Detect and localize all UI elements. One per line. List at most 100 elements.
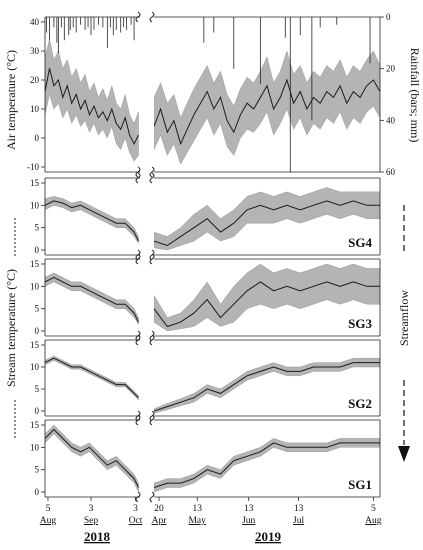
x-tick-day: 5 (46, 504, 51, 514)
rain-tick-label: 60 (386, 167, 396, 177)
x-tick-day: 13 (244, 504, 254, 514)
axis-break (149, 253, 155, 265)
axis-break (149, 172, 155, 184)
x-tick-month: Aug (40, 516, 57, 526)
axis-break (135, 11, 141, 23)
y-tick-label: 5 (35, 465, 40, 475)
x-tick-day: 3 (133, 504, 138, 514)
range-band (45, 196, 139, 244)
segment-2 (154, 50, 380, 165)
rain-tick-label: 20 (386, 64, 396, 74)
y-tick-label: 0 (35, 406, 40, 416)
shared-labels: Air temperature (°C) Rainfall (bars; mm)… (4, 48, 422, 462)
axis-break (135, 414, 141, 426)
segment-2 (154, 263, 380, 332)
segment-1 (45, 39, 139, 162)
range-band (154, 438, 380, 493)
streamflow-label: Streamflow (397, 290, 411, 346)
range-band (154, 263, 380, 332)
rain-tick-label: 0 (386, 12, 391, 22)
y-tick-label: 0 (35, 487, 40, 497)
y-tick-label: 30 (30, 46, 40, 56)
site-label: SG4 (348, 235, 372, 250)
x-tick-day: 3 (89, 504, 94, 514)
axis-break (149, 414, 155, 426)
axis-break (149, 166, 155, 178)
range-band (45, 272, 139, 325)
panel-sg2: 0 5 10 15 SG2 (30, 334, 381, 422)
mean-line (45, 428, 139, 488)
streamflow-arrow-icon (398, 446, 410, 462)
y-tick-label: 5 (35, 304, 40, 314)
panels: 0 20 40 60 -10 0 10 20 30 40 0 5 10 15 SG4 0 5 10 15 SG3 0 5 1… (27, 11, 396, 503)
panel-sg1: 0 5 10 15 SG1 (30, 414, 381, 503)
segment-1 (45, 424, 139, 493)
axis-break (135, 249, 141, 261)
mean-line (154, 362, 380, 412)
axis-break (135, 330, 141, 342)
x-tick-month: Oct (129, 516, 143, 526)
site-label: SG3 (348, 316, 372, 331)
axis-break (135, 491, 141, 503)
y-tick-label: 15 (30, 178, 40, 188)
y-tick-label: 10 (30, 200, 40, 210)
x-tick-day: 13 (294, 504, 304, 514)
y-tick-label: -10 (27, 162, 39, 172)
x-tick-month: May (188, 516, 206, 526)
axis-break (149, 11, 155, 23)
range-band (45, 355, 139, 401)
rainfall-bars (46, 17, 371, 172)
x-tick-day: 20 (154, 504, 164, 514)
range-band (154, 50, 380, 165)
y-tick-label: 10 (30, 362, 40, 372)
y-tick-label: 0 (35, 133, 40, 143)
mean-line (45, 276, 139, 323)
mean-line (45, 68, 139, 145)
range-band (154, 187, 380, 251)
axis-break (135, 172, 141, 184)
panel-sg4: 0 5 10 15 SG4 (30, 172, 381, 261)
y-tick-label: 0 (35, 245, 40, 255)
axis-break (149, 334, 155, 346)
axis-break (135, 410, 141, 422)
panel-sg3: 0 5 10 15 SG3 (30, 253, 381, 342)
rain-tick-label: 40 (386, 115, 396, 125)
y-tick-label: 5 (35, 223, 40, 233)
year-2019: 2019 (255, 529, 282, 544)
y-tick-label: 0 (35, 326, 40, 336)
segment-1 (45, 355, 139, 401)
x-tick-month: Jun (242, 516, 255, 526)
y-tick-label: 15 (30, 259, 40, 269)
x-tick-month: Apr (152, 516, 168, 526)
panel-air: 0 20 40 60 -10 0 10 20 30 40 (27, 11, 396, 178)
y-tick-label: 40 (30, 17, 40, 27)
x-tick-day: 5 (371, 504, 376, 514)
axis-break (135, 334, 141, 346)
x-tick-month: Aug (365, 516, 382, 526)
year-2018: 2018 (84, 529, 111, 544)
y-tick-label: 10 (30, 442, 40, 452)
segment-1 (45, 272, 139, 325)
x-tick-month: Sep (84, 516, 99, 526)
segment-2 (154, 187, 380, 251)
segment-2 (154, 438, 380, 493)
mean-line (154, 200, 380, 247)
rain-axis: 0 20 40 60 (380, 12, 396, 177)
axis-break (149, 330, 155, 342)
x-axis: 5 Aug 3 Sep 3 Oct 20 Apr 13 May 13 Jun 13 Jul 5 Aug (40, 497, 382, 526)
axis-break (149, 491, 155, 503)
site-label: SG1 (348, 477, 372, 492)
segment-1 (45, 196, 139, 244)
mean-line (45, 357, 139, 399)
mean-line (154, 78, 380, 146)
y-tick-label: 15 (30, 340, 40, 350)
y-tick-label: 10 (30, 281, 40, 291)
axis-break (149, 410, 155, 422)
air-temperature-label: Air temperature (°C) (4, 50, 18, 150)
axis-break (135, 166, 141, 178)
rainfall-label: Rainfall (bars; mm) (408, 48, 422, 143)
x-tick-month: Jul (293, 516, 304, 526)
segment-2 (154, 358, 380, 414)
y-tick-label: 10 (30, 104, 40, 114)
